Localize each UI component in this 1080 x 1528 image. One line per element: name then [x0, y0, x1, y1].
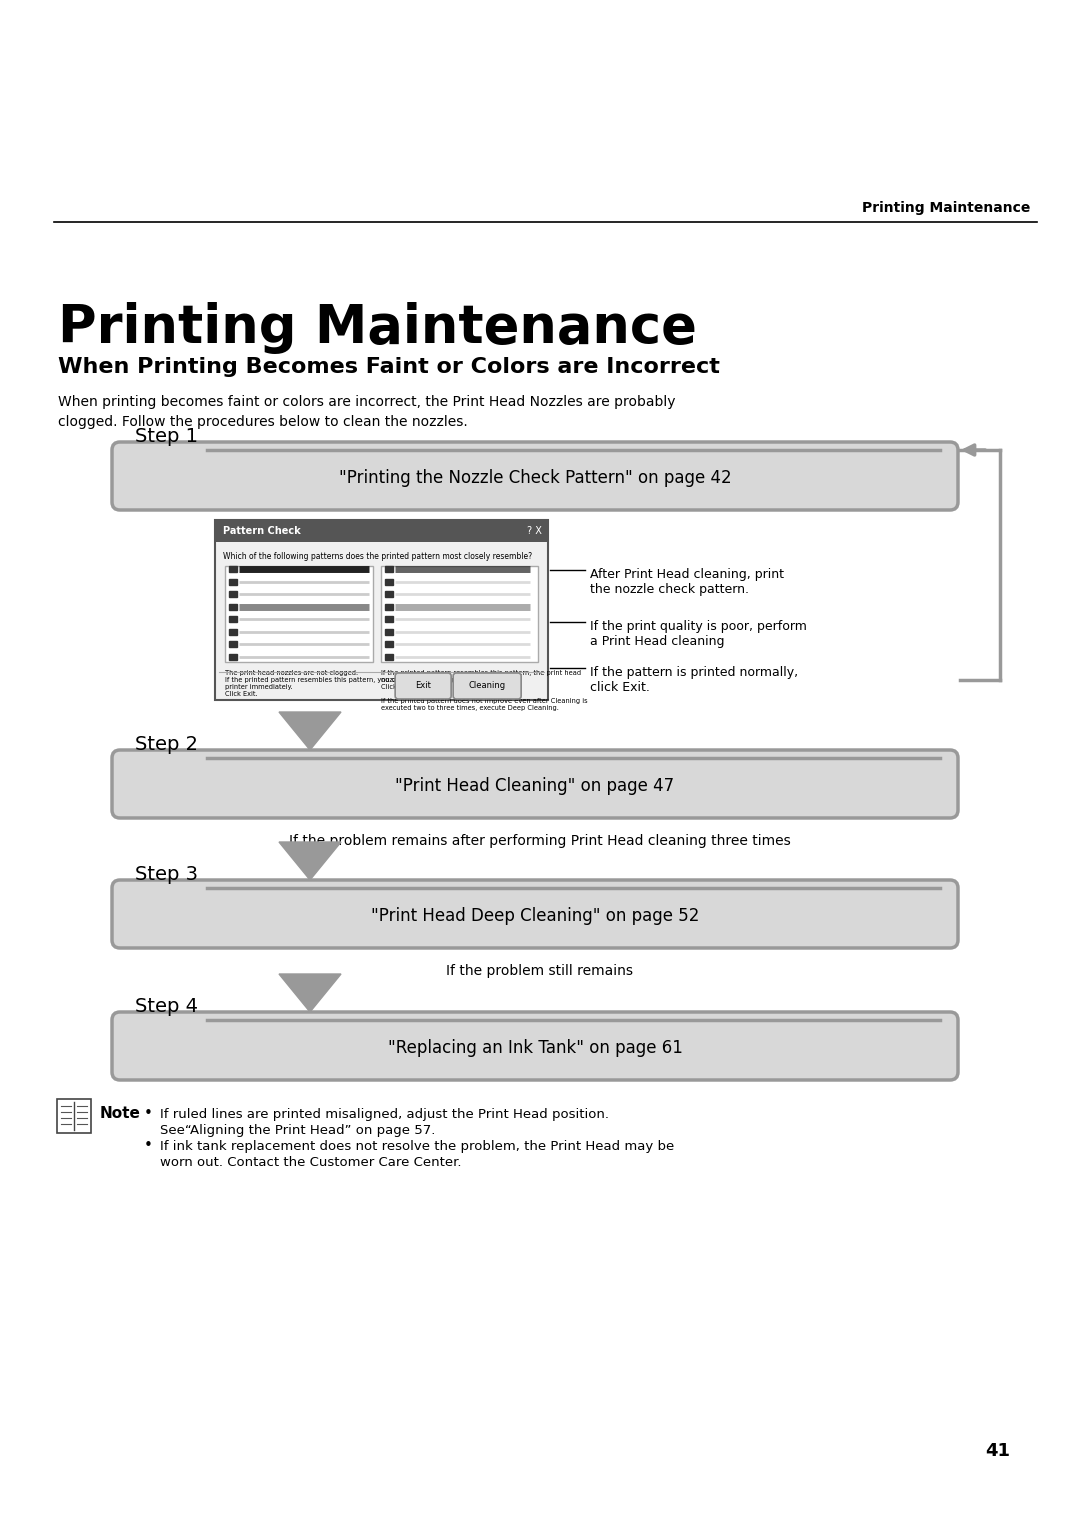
- Bar: [229, 630, 237, 634]
- Bar: [229, 591, 237, 597]
- FancyBboxPatch shape: [112, 442, 958, 510]
- FancyBboxPatch shape: [395, 672, 451, 698]
- FancyBboxPatch shape: [381, 565, 538, 662]
- Text: If the problem remains after performing Print Head cleaning three times: If the problem remains after performing …: [289, 834, 791, 848]
- Bar: [384, 630, 393, 634]
- FancyBboxPatch shape: [57, 1099, 91, 1132]
- Text: 41: 41: [985, 1442, 1010, 1459]
- Bar: [229, 654, 237, 660]
- Bar: [229, 604, 237, 610]
- Bar: [229, 642, 237, 648]
- Text: Note: Note: [100, 1106, 140, 1122]
- Bar: [384, 654, 393, 660]
- Text: See“Aligning the Print Head” on page 57.: See“Aligning the Print Head” on page 57.: [160, 1125, 435, 1137]
- FancyBboxPatch shape: [112, 1012, 958, 1080]
- Polygon shape: [279, 842, 341, 880]
- Text: ? X: ? X: [527, 526, 542, 536]
- Text: After Print Head cleaning, print
the nozzle check pattern.: After Print Head cleaning, print the noz…: [590, 568, 784, 596]
- Text: "Printing the Nozzle Check Pattern" on page 42: "Printing the Nozzle Check Pattern" on p…: [339, 469, 731, 487]
- FancyBboxPatch shape: [112, 880, 958, 947]
- Bar: [229, 616, 237, 622]
- Text: Step 4: Step 4: [135, 996, 198, 1016]
- Polygon shape: [279, 712, 341, 750]
- Text: "Print Head Deep Cleaning" on page 52: "Print Head Deep Cleaning" on page 52: [370, 908, 699, 924]
- FancyBboxPatch shape: [215, 520, 548, 700]
- Text: clogged. Follow the procedures below to clean the nozzles.: clogged. Follow the procedures below to …: [58, 416, 468, 429]
- Text: If ink tank replacement does not resolve the problem, the Print Head may be: If ink tank replacement does not resolve…: [160, 1140, 674, 1154]
- Text: "Print Head Cleaning" on page 47: "Print Head Cleaning" on page 47: [395, 778, 675, 795]
- Bar: [384, 591, 393, 597]
- Text: Printing Maintenance: Printing Maintenance: [862, 202, 1030, 215]
- FancyBboxPatch shape: [454, 672, 522, 698]
- Bar: [229, 565, 237, 571]
- Text: When printing becomes faint or colors are incorrect, the Print Head Nozzles are : When printing becomes faint or colors ar…: [58, 396, 675, 410]
- FancyBboxPatch shape: [225, 565, 373, 662]
- Bar: [384, 642, 393, 648]
- Text: If the problem still remains: If the problem still remains: [446, 964, 634, 978]
- Text: If the printed pattern resembles this pattern, the print head
nozzles may be clo: If the printed pattern resembles this pa…: [381, 669, 588, 711]
- Text: worn out. Contact the Customer Care Center.: worn out. Contact the Customer Care Cent…: [160, 1157, 461, 1169]
- Bar: [384, 616, 393, 622]
- Text: If the pattern is printed normally,
click Exit.: If the pattern is printed normally, clic…: [590, 666, 798, 694]
- Text: Cleaning: Cleaning: [469, 681, 505, 691]
- Text: "Replacing an Ink Tank" on page 61: "Replacing an Ink Tank" on page 61: [388, 1039, 683, 1057]
- Text: •: •: [144, 1138, 153, 1154]
- Text: Step 2: Step 2: [135, 735, 198, 753]
- Text: If the print quality is poor, perform
a Print Head cleaning: If the print quality is poor, perform a …: [590, 620, 807, 648]
- Text: When Printing Becomes Faint or Colors are Incorrect: When Printing Becomes Faint or Colors ar…: [58, 358, 720, 377]
- Bar: [384, 604, 393, 610]
- Text: Step 3: Step 3: [135, 865, 198, 885]
- FancyBboxPatch shape: [215, 520, 548, 542]
- Text: Which of the following patterns does the printed pattern most closely resemble?: Which of the following patterns does the…: [222, 552, 532, 561]
- FancyBboxPatch shape: [112, 750, 958, 817]
- Text: If ruled lines are printed misaligned, adjust the Print Head position.: If ruled lines are printed misaligned, a…: [160, 1108, 609, 1122]
- Text: The print head nozzles are not clogged.
If the printed pattern resembles this pa: The print head nozzles are not clogged. …: [225, 669, 431, 697]
- Bar: [384, 565, 393, 571]
- Bar: [229, 579, 237, 585]
- Text: Printing Maintenance: Printing Maintenance: [58, 303, 697, 354]
- Text: Step 1: Step 1: [135, 426, 198, 446]
- Text: •: •: [144, 1106, 153, 1122]
- Bar: [384, 579, 393, 585]
- Polygon shape: [279, 973, 341, 1012]
- Text: Exit: Exit: [415, 681, 431, 691]
- Text: Pattern Check: Pattern Check: [222, 526, 300, 536]
